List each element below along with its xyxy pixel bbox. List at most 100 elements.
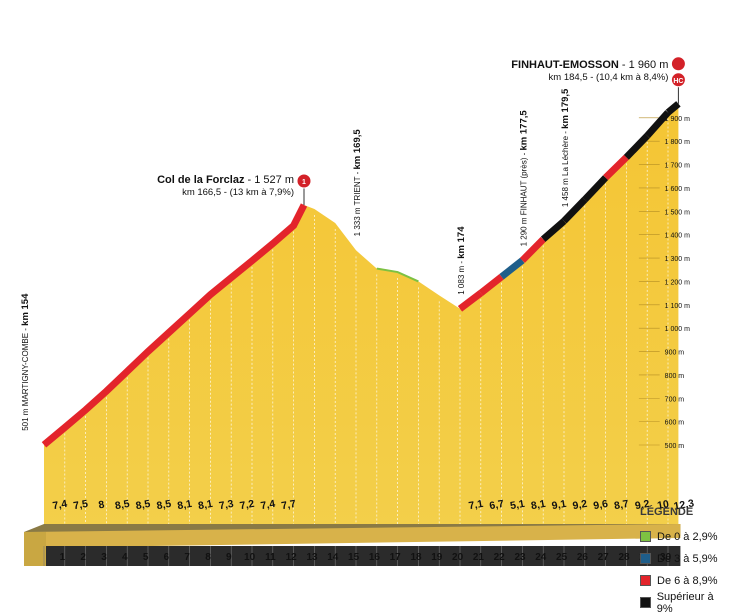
km-tick-label: 17 xyxy=(390,552,402,563)
km-tick-label: 7 xyxy=(184,552,190,563)
waypoint-km: km 174 xyxy=(456,226,467,259)
road-segment-red xyxy=(519,236,546,263)
km-tick-label: 10 xyxy=(244,552,256,563)
alt-axis-label: 900 m xyxy=(665,350,685,357)
waypoint-name: La Léchère - xyxy=(561,129,570,176)
legend-swatch xyxy=(640,597,651,608)
alt-axis-label: 1 000 m xyxy=(665,326,690,333)
km-tick-label: 22 xyxy=(494,552,506,563)
alt-axis-label: 1 400 m xyxy=(665,233,690,240)
summit-marker xyxy=(296,173,312,189)
alt-axis-label: 1 200 m xyxy=(665,279,690,286)
gradient-label: 7,2 xyxy=(239,498,256,512)
alt-axis-label: 1 800 m xyxy=(665,139,690,146)
km-tick-label: 27 xyxy=(598,552,610,563)
summit-marker-label: HC xyxy=(673,78,683,85)
km-tick-label: 15 xyxy=(348,552,360,563)
km-tick-label: 19 xyxy=(431,552,443,563)
km-tick-label: 23 xyxy=(514,552,526,563)
legend-item-green: De 0 à 2,9% xyxy=(640,527,730,546)
gradient-label: 8,5 xyxy=(135,498,152,512)
waypoint-km: km 169,5 xyxy=(352,129,363,170)
gradient-label: 8 xyxy=(98,499,106,512)
summit-detail: km 166,5 - (13 km à 7,9%) xyxy=(182,187,294,198)
alt-axis-label: 1 500 m xyxy=(665,209,690,216)
waypoint-alt: 1 083 m xyxy=(457,264,466,295)
road-segment-green xyxy=(376,267,419,283)
legend-label: De 3 à 5,9% xyxy=(657,552,718,565)
km-tick-label: 5 xyxy=(143,552,149,563)
summit-alt: - 1 527 m xyxy=(248,174,294,186)
waypoint-label: 1 333 m TRIENT - km 169,5 xyxy=(352,129,363,237)
waypoint-name: TRIENT - xyxy=(353,169,362,205)
legend-title: LÉGENDE xyxy=(640,506,694,518)
km-tick-label: 18 xyxy=(410,552,422,563)
summit-title: FINHAUT-EMOSSON - 1 960 m xyxy=(511,59,668,71)
summit-name: FINHAUT-EMOSSON xyxy=(511,59,622,71)
waypoint-label: 501 m MARTIGNY-COMBE - km 154 xyxy=(20,293,31,431)
gradient-label: 12,3 xyxy=(673,497,695,512)
waypoint-alt: 501 m xyxy=(21,406,30,430)
alt-axis-label: 1 900 m xyxy=(665,116,690,123)
road-segment-black xyxy=(644,110,671,139)
waypoint-label: 1 290 m FINHAUT (près) - km 177,5 xyxy=(518,110,529,247)
gradient-label: 8,5 xyxy=(156,498,173,512)
gradient-label: 8,1 xyxy=(176,498,193,512)
alt-axis-label: 1 300 m xyxy=(665,256,690,263)
gradient-label: 7,4 xyxy=(52,498,69,512)
km-tick-label: 21 xyxy=(473,552,485,563)
legend-swatch xyxy=(640,575,651,586)
km-tick-label: 20 xyxy=(452,552,464,563)
summit-marker-label: 1 xyxy=(302,179,306,186)
road-segment-black xyxy=(623,133,650,160)
legend-swatch xyxy=(640,553,651,564)
legend-item-blue: De 3 à 5,9% xyxy=(640,549,730,568)
km-tick-label: 26 xyxy=(577,552,589,563)
km-tick-label: 4 xyxy=(122,552,128,563)
km-tick-label: 24 xyxy=(535,552,547,563)
km-tick-label: 2 xyxy=(80,552,86,563)
gradient-label: 5,1 xyxy=(509,498,526,512)
gradient-label: 9,2 xyxy=(634,498,651,512)
alt-axis-label: 800 m xyxy=(665,373,685,380)
legend-item-red: De 6 à 8,9% xyxy=(640,571,730,590)
gradient-label: 9,1 xyxy=(551,498,568,512)
profile-area xyxy=(44,103,679,531)
base-side xyxy=(24,524,681,548)
profile-svg: 1 2 3 4 5 6 7 8 9 10 11 12 13 14 15 16 17 18 19 20 21 22 23 24 2… xyxy=(20,56,695,566)
road-segment-black xyxy=(665,101,681,116)
gradient-label: 7,3 xyxy=(218,498,235,512)
summit-marker xyxy=(670,72,686,88)
gradient-label: 7,4 xyxy=(260,498,277,512)
gradient-label: 8,1 xyxy=(197,498,214,512)
waypoint-label: 1 458 m La Léchère - km 179,5 xyxy=(560,88,571,207)
km-tick-label: 12 xyxy=(286,552,298,563)
waypoint-name: FINHAUT (près) - xyxy=(519,150,528,215)
gradient-label: 10 xyxy=(656,498,670,512)
legend-label: De 0 à 2,9% xyxy=(657,530,718,543)
gradient-label: 9,2 xyxy=(572,498,589,512)
legend: LÉGENDE De 0 à 2,9% De 3 à 5,9% De 6 à 8… xyxy=(640,506,730,615)
road-segment-black xyxy=(582,175,609,203)
waypoint-alt: 1 290 m xyxy=(519,215,528,246)
gradient-label: 9,6 xyxy=(592,498,609,512)
km-tick-label: 11 xyxy=(265,552,276,563)
km-tick-label: 28 xyxy=(618,552,630,563)
alt-axis-label: 700 m xyxy=(665,396,685,403)
km-tick-label: 13 xyxy=(306,552,318,563)
km-tick-label: 6 xyxy=(164,552,170,563)
legend-label: De 6 à 8,9% xyxy=(657,574,718,587)
km-tick-label: 1 xyxy=(60,552,66,563)
alt-axis-label: 600 m xyxy=(665,420,685,427)
legend-swatch xyxy=(640,531,651,542)
road-segment-red xyxy=(457,290,483,312)
road-segment-red xyxy=(41,203,308,448)
legend-item-black: Supérieur à 9% xyxy=(640,591,730,615)
km-tick-label: 25 xyxy=(556,552,568,563)
km-tick-label: 30 xyxy=(660,552,672,563)
alt-axis-label: 500 m xyxy=(665,443,685,450)
alt-axis-label: 1 700 m xyxy=(665,163,690,170)
waypoint-km: km 177,5 xyxy=(518,110,529,151)
summit-detail: km 184,5 - (10,4 km à 8,4%) xyxy=(549,72,669,83)
gradient-label: 7,1 xyxy=(468,498,485,512)
